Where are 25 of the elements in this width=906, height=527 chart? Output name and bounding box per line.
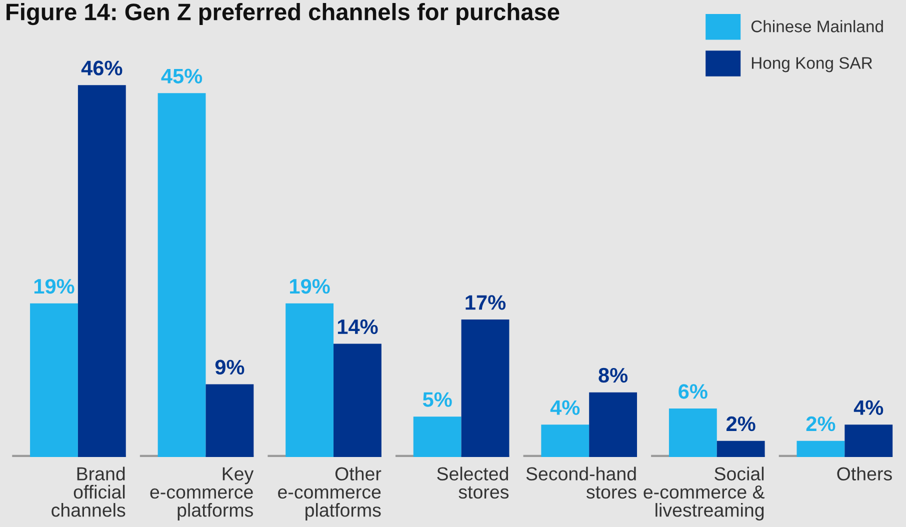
- x-tick-label: Selected stores: [437, 466, 509, 499]
- data-label: 8%: [598, 368, 628, 383]
- data-label: 9%: [215, 360, 244, 375]
- data-label: 19%: [34, 278, 74, 294]
- data-label: 46%: [81, 60, 122, 76]
- bar: [589, 392, 638, 457]
- x-tick-label: Brand official channels: [52, 466, 126, 517]
- data-label: 2%: [726, 416, 756, 432]
- legend-label: Hong Kong SAR: [752, 57, 872, 72]
- data-label: 45%: [161, 68, 202, 84]
- x-tick-label: Others: [837, 466, 892, 480]
- data-label: 19%: [290, 278, 330, 294]
- chart-title: Figure 14: Gen Z preferred channels for purchase: [6, 3, 560, 26]
- data-label: 2%: [806, 416, 836, 432]
- x-tick-label: Social e-commerce & livestreaming: [644, 466, 765, 521]
- data-label: 4%: [854, 400, 884, 415]
- data-label: 5%: [422, 392, 452, 407]
- data-label: 6%: [678, 384, 708, 399]
- data-label: 14%: [338, 319, 378, 334]
- x-tick-label: Second-hand stores: [526, 466, 636, 499]
- x-tick-label: Key e-commerce platforms: [150, 467, 254, 521]
- x-tick-label: Other e-commerce platforms: [278, 466, 382, 521]
- data-label: 17%: [466, 295, 506, 310]
- data-label: 4%: [550, 400, 580, 415]
- legend-label: Chinese Mainland: [751, 20, 883, 32]
